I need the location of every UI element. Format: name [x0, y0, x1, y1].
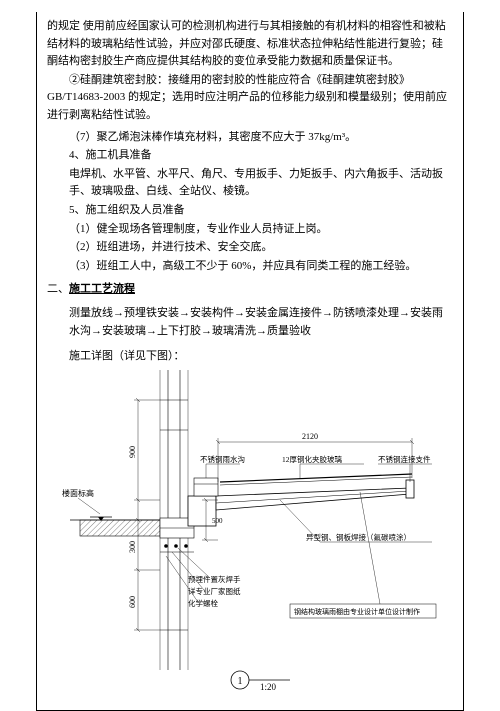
annotation-label: 预埋件置灰焊手 — [188, 574, 241, 584]
paragraph: 的规定 使用前应经国家认可的检测机构进行与其相接触的有机材料的相容性和被粘结材料… — [47, 18, 453, 71]
paragraph: （7）聚乙烯泡沫棒作填充材料，其密度不应大于 37kg/m³。 — [47, 129, 453, 147]
section-title: 施工工艺流程 — [69, 283, 135, 295]
heading-item: 5、施工组织及人员准备 — [47, 202, 453, 220]
annotation-label: 钢结构玻璃雨棚由专业设计单位设计制作 — [294, 607, 420, 616]
dim-label: 900 — [128, 446, 137, 458]
annotation-label: 12厚钢化夹胶玻璃 — [282, 454, 342, 464]
diagram-svg: 2120 900 300 600 — [60, 370, 440, 700]
figure-caption: 施工详图（详见下图）： — [69, 348, 453, 366]
list-item: （1）健全现场各管理制度，专业作业人员持证上岗。 — [47, 221, 453, 239]
detail-diagram: 2120 900 300 600 — [47, 370, 453, 700]
annotation-label: 不锈钢连接支件 — [378, 454, 431, 464]
dim-label: 600 — [128, 596, 137, 608]
heading-item: 4、施工机具准备 — [47, 147, 453, 165]
annotation-label: 楼面标高 — [62, 488, 94, 498]
annotation-label: 异型钢、钢板焊接（氟碳喷涂） — [306, 532, 411, 542]
dim-label: 500 — [212, 517, 223, 525]
list-item: （2）班组进场，并进行技术、安全交底。 — [47, 239, 453, 257]
scale-text: 1:20 — [260, 682, 277, 692]
document-frame: 的规定 使用前应经国家认可的检测机构进行与其相接触的有机材料的相容性和被粘结材料… — [36, 12, 464, 711]
annotation-label: 化学螺栓 — [188, 598, 218, 608]
annotation-label: 不锈钢雨水沟 — [200, 454, 245, 464]
dim-label: 2120 — [302, 432, 318, 441]
dim-label: 300 — [128, 541, 137, 553]
scale-number: 1 — [238, 676, 243, 687]
section-heading: 二、施工工艺流程 — [47, 281, 453, 299]
process-flow: 测量放线→预埋铁安装→安装构件→安装金属连接件→防锈喷漆处理→安装雨水沟→安装玻… — [69, 305, 453, 340]
list-item: （3）班组工人中，高级工不少于 60%，并应具有同类工程的施工经验。 — [47, 258, 453, 276]
paragraph: ②硅酮建筑密封胶：接缝用的密封胶的性能应符合《硅酮建筑密封胶》GB/T14683… — [47, 72, 453, 125]
paragraph: 电焊机、水平管、水平尺、角尺、专用扳手、力矩扳手、内六角扳手、活动扳手、玻璃吸盘… — [47, 166, 453, 201]
section-number: 二、 — [47, 283, 69, 295]
annotation-label: 详专业厂家图纸 — [188, 586, 241, 596]
